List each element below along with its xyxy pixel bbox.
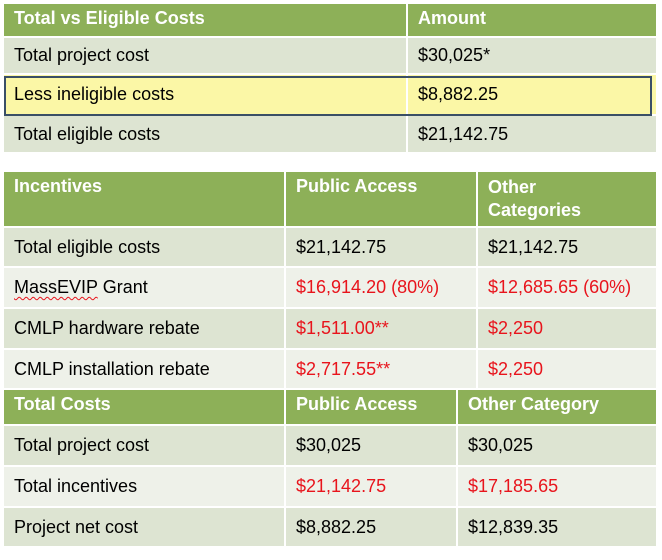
table-header-row: Total vs Eligible Costs Amount: [4, 4, 656, 38]
row-value: $2,250: [478, 309, 656, 350]
header-cell: Public Access: [286, 172, 478, 228]
header-cell: Other Category: [458, 390, 656, 426]
spellcheck-word: MassEVIP: [14, 277, 98, 297]
row-value: $17,185.65: [458, 467, 656, 508]
row-label: Total incentives: [4, 467, 286, 508]
table-row: Total project cost $30,025 $30,025: [4, 426, 656, 467]
header-cell: Amount: [408, 4, 656, 38]
table-header-row: Incentives Public Access Other Categorie…: [4, 172, 656, 228]
row-value: $21,142.75: [478, 228, 656, 268]
row-value: $30,025: [458, 426, 656, 467]
row-value: $8,882.25: [286, 508, 458, 548]
table-row: Total project cost $30,025*: [4, 38, 656, 75]
table-row: Total eligible costs $21,142.75 $21,142.…: [4, 228, 656, 268]
total-vs-eligible-table: Total vs Eligible Costs Amount Total pro…: [4, 4, 656, 154]
header-cell: Public Access: [286, 390, 458, 426]
table-row: CMLP installation rebate $2,717.55** $2,…: [4, 350, 656, 390]
row-value: $12,685.65 (60%): [478, 268, 656, 309]
row-label: Total project cost: [4, 426, 286, 467]
row-value: $8,882.25: [408, 75, 656, 116]
incentives-table: Incentives Public Access Other Categorie…: [4, 172, 656, 390]
table-row: Total incentives $21,142.75 $17,185.65: [4, 467, 656, 508]
header-cell-two-line: Other Categories: [478, 172, 656, 228]
row-label: Total eligible costs: [4, 116, 408, 154]
header-cell: Total Costs: [4, 390, 286, 426]
table-row-highlighted: Less ineligible costs $8,882.25: [4, 75, 656, 116]
row-label: MassEVIP Grant: [4, 268, 286, 309]
row-value: $21,142.75: [286, 467, 458, 508]
table-header-row: Total Costs Public Access Other Category: [4, 390, 656, 426]
row-label: Project net cost: [4, 508, 286, 548]
row-value: $1,511.00**: [286, 309, 478, 350]
row-value: $30,025: [286, 426, 458, 467]
row-value: $21,142.75: [286, 228, 478, 268]
table-row: CMLP hardware rebate $1,511.00** $2,250: [4, 309, 656, 350]
total-costs-table: Total Costs Public Access Other Category…: [4, 390, 656, 548]
table-row: MassEVIP Grant $16,914.20 (80%) $12,685.…: [4, 268, 656, 309]
row-value: $16,914.20 (80%): [286, 268, 478, 309]
row-value: $30,025*: [408, 38, 656, 75]
row-label: CMLP hardware rebate: [4, 309, 286, 350]
table-row: Project net cost $8,882.25 $12,839.35: [4, 508, 656, 548]
row-label-rest: Grant: [97, 277, 148, 297]
row-value: $2,717.55**: [286, 350, 478, 390]
row-value: $12,839.35: [458, 508, 656, 548]
header-cell: Total vs Eligible Costs: [4, 4, 408, 38]
header-line: Categories: [488, 200, 582, 220]
row-value: $21,142.75: [408, 116, 656, 154]
row-label: Total eligible costs: [4, 228, 286, 268]
row-value: $2,250: [478, 350, 656, 390]
header-cell: Incentives: [4, 172, 286, 228]
table-row: Total eligible costs $21,142.75: [4, 116, 656, 154]
row-label: CMLP installation rebate: [4, 350, 286, 390]
row-label: Total project cost: [4, 38, 408, 75]
row-label: Less ineligible costs: [4, 75, 408, 116]
header-line: Other: [488, 177, 537, 197]
